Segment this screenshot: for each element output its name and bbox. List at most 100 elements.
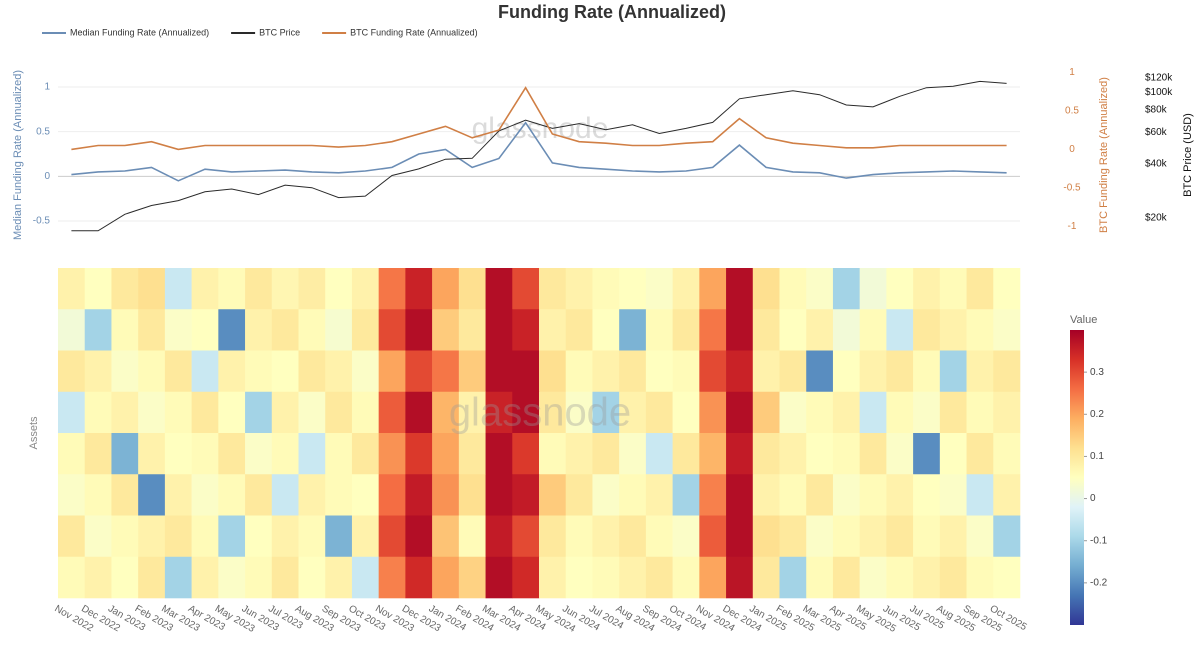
heatmap-cell xyxy=(111,556,139,599)
heatmap-cell xyxy=(218,556,246,599)
heatmap-cell xyxy=(378,433,406,475)
heatmap-cell xyxy=(378,474,406,516)
heatmap-cell xyxy=(913,309,941,351)
heatmap-cell xyxy=(672,268,700,310)
heatmap-cell xyxy=(351,515,379,558)
heatmap-cell xyxy=(672,309,700,351)
heatmap-cell xyxy=(859,391,887,434)
y2-axis-label: BTC Funding Rate (Annualized) xyxy=(1098,77,1110,233)
heatmap-cell xyxy=(84,391,112,434)
heatmap-cell xyxy=(672,556,700,599)
heatmap-cell xyxy=(351,391,379,434)
heatmap-cell xyxy=(966,474,994,516)
heatmap-cell xyxy=(218,391,246,434)
heatmap-cell xyxy=(485,515,513,558)
heatmap-cell xyxy=(138,474,166,516)
heatmap-cell xyxy=(806,474,834,516)
heatmap-cell xyxy=(966,309,994,351)
heatmap-cell xyxy=(191,350,219,393)
heatmap-cell xyxy=(405,433,433,475)
heatmap-cell xyxy=(913,268,941,310)
heatmap-cell xyxy=(405,268,433,310)
heatmap-cell xyxy=(512,474,540,516)
colorbar-title: Value xyxy=(1070,314,1097,326)
heatmap-cell xyxy=(298,391,326,434)
heatmap-cell xyxy=(298,474,326,516)
heatmap-cell xyxy=(111,391,139,434)
heatmap-cell xyxy=(939,309,967,351)
heatmap-cell xyxy=(939,474,967,516)
heatmap-cell xyxy=(298,350,326,393)
heatmap-cell xyxy=(485,268,513,310)
heatmap-cell xyxy=(325,350,353,393)
heatmap-cell xyxy=(512,391,540,434)
heatmap-cell xyxy=(619,556,647,599)
heatmap-cell xyxy=(539,350,567,393)
heatmap-cell xyxy=(752,433,780,475)
heatmap-cell xyxy=(378,556,406,599)
heatmap-cell xyxy=(405,474,433,516)
y-axis-label: Assets xyxy=(28,416,40,450)
heatmap-cell xyxy=(191,474,219,516)
heatmap-cell xyxy=(271,391,299,434)
y3-tick-label: $100k xyxy=(1145,87,1173,98)
heatmap-cell xyxy=(592,350,620,393)
heatmap-cell xyxy=(405,556,433,599)
heatmap-cell xyxy=(539,309,567,351)
heatmap-cell xyxy=(512,309,540,351)
heatmap-cell xyxy=(138,268,166,310)
heatmap-cell xyxy=(859,433,887,475)
heatmap-cell xyxy=(485,309,513,351)
heatmap-cell xyxy=(218,474,246,516)
heatmap-cell xyxy=(993,268,1021,310)
heatmap-cell xyxy=(405,309,433,351)
heatmap-cell xyxy=(779,556,807,599)
heatmap-cell xyxy=(84,474,112,516)
heatmap-cell xyxy=(993,350,1021,393)
heatmap-cell xyxy=(378,515,406,558)
heatmap-cell xyxy=(458,515,486,558)
heatmap-cell xyxy=(245,474,273,516)
y3-tick-label: $80k xyxy=(1145,104,1168,115)
heatmap-cell xyxy=(645,391,673,434)
heatmap-cell xyxy=(966,556,994,599)
heatmap-cell xyxy=(672,391,700,434)
heatmap-cell xyxy=(191,309,219,351)
heatmap-cell xyxy=(138,391,166,434)
line-series xyxy=(71,86,1007,151)
heatmap-cell xyxy=(245,268,273,310)
heatmap-cell xyxy=(806,391,834,434)
heatmap-cell xyxy=(164,268,192,310)
heatmap-cell xyxy=(351,268,379,310)
heatmap-cell xyxy=(58,309,86,351)
heatmap-cell xyxy=(164,309,192,351)
heatmap-cell xyxy=(592,309,620,351)
heatmap-cell xyxy=(271,433,299,475)
heatmap-cell xyxy=(432,309,460,351)
heatmap-cell xyxy=(592,556,620,599)
heatmap-cell xyxy=(565,391,593,434)
heatmap-cell xyxy=(779,433,807,475)
heatmap-cell xyxy=(699,556,727,599)
heatmap-cell xyxy=(58,350,86,393)
heatmap-cell xyxy=(325,515,353,558)
heatmap-cell xyxy=(512,556,540,599)
watermark: glassnode xyxy=(472,112,609,145)
y3-tick-label: $120k xyxy=(1145,73,1173,84)
heatmap-cell xyxy=(699,515,727,558)
heatmap-cell xyxy=(592,515,620,558)
heatmap-cell xyxy=(726,268,754,310)
heatmap-cell xyxy=(645,474,673,516)
heatmap-cell xyxy=(191,391,219,434)
heatmap-cell xyxy=(138,350,166,393)
heatmap-cell xyxy=(271,309,299,351)
heatmap-cell xyxy=(726,433,754,475)
heatmap-cell xyxy=(726,350,754,393)
heatmap-cell xyxy=(458,556,486,599)
heatmap-cell xyxy=(539,515,567,558)
heatmap-cell xyxy=(565,350,593,393)
heatmap-cell xyxy=(405,515,433,558)
heatmap-cell xyxy=(886,268,914,310)
heatmap-cell xyxy=(351,474,379,516)
heatmap-cell xyxy=(806,268,834,310)
